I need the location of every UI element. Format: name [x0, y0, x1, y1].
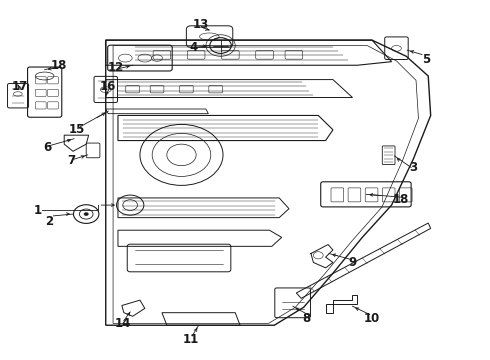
Text: 12: 12: [107, 60, 123, 73]
Text: 17: 17: [12, 80, 28, 93]
Text: 15: 15: [68, 123, 85, 136]
Text: 11: 11: [183, 333, 199, 346]
Circle shape: [84, 212, 89, 216]
Text: 1: 1: [33, 204, 41, 217]
Text: 13: 13: [193, 18, 209, 31]
Text: 9: 9: [348, 256, 357, 269]
Text: 14: 14: [115, 317, 131, 330]
Text: 2: 2: [46, 215, 53, 228]
Text: 18: 18: [393, 193, 410, 206]
Text: 16: 16: [100, 80, 117, 93]
Text: 10: 10: [364, 311, 380, 325]
Text: 18: 18: [51, 59, 68, 72]
Text: 6: 6: [43, 141, 51, 154]
Text: 3: 3: [410, 161, 417, 174]
Text: 5: 5: [422, 53, 430, 66]
Text: 7: 7: [68, 154, 75, 167]
Text: 4: 4: [190, 41, 198, 54]
Text: 8: 8: [302, 311, 310, 325]
